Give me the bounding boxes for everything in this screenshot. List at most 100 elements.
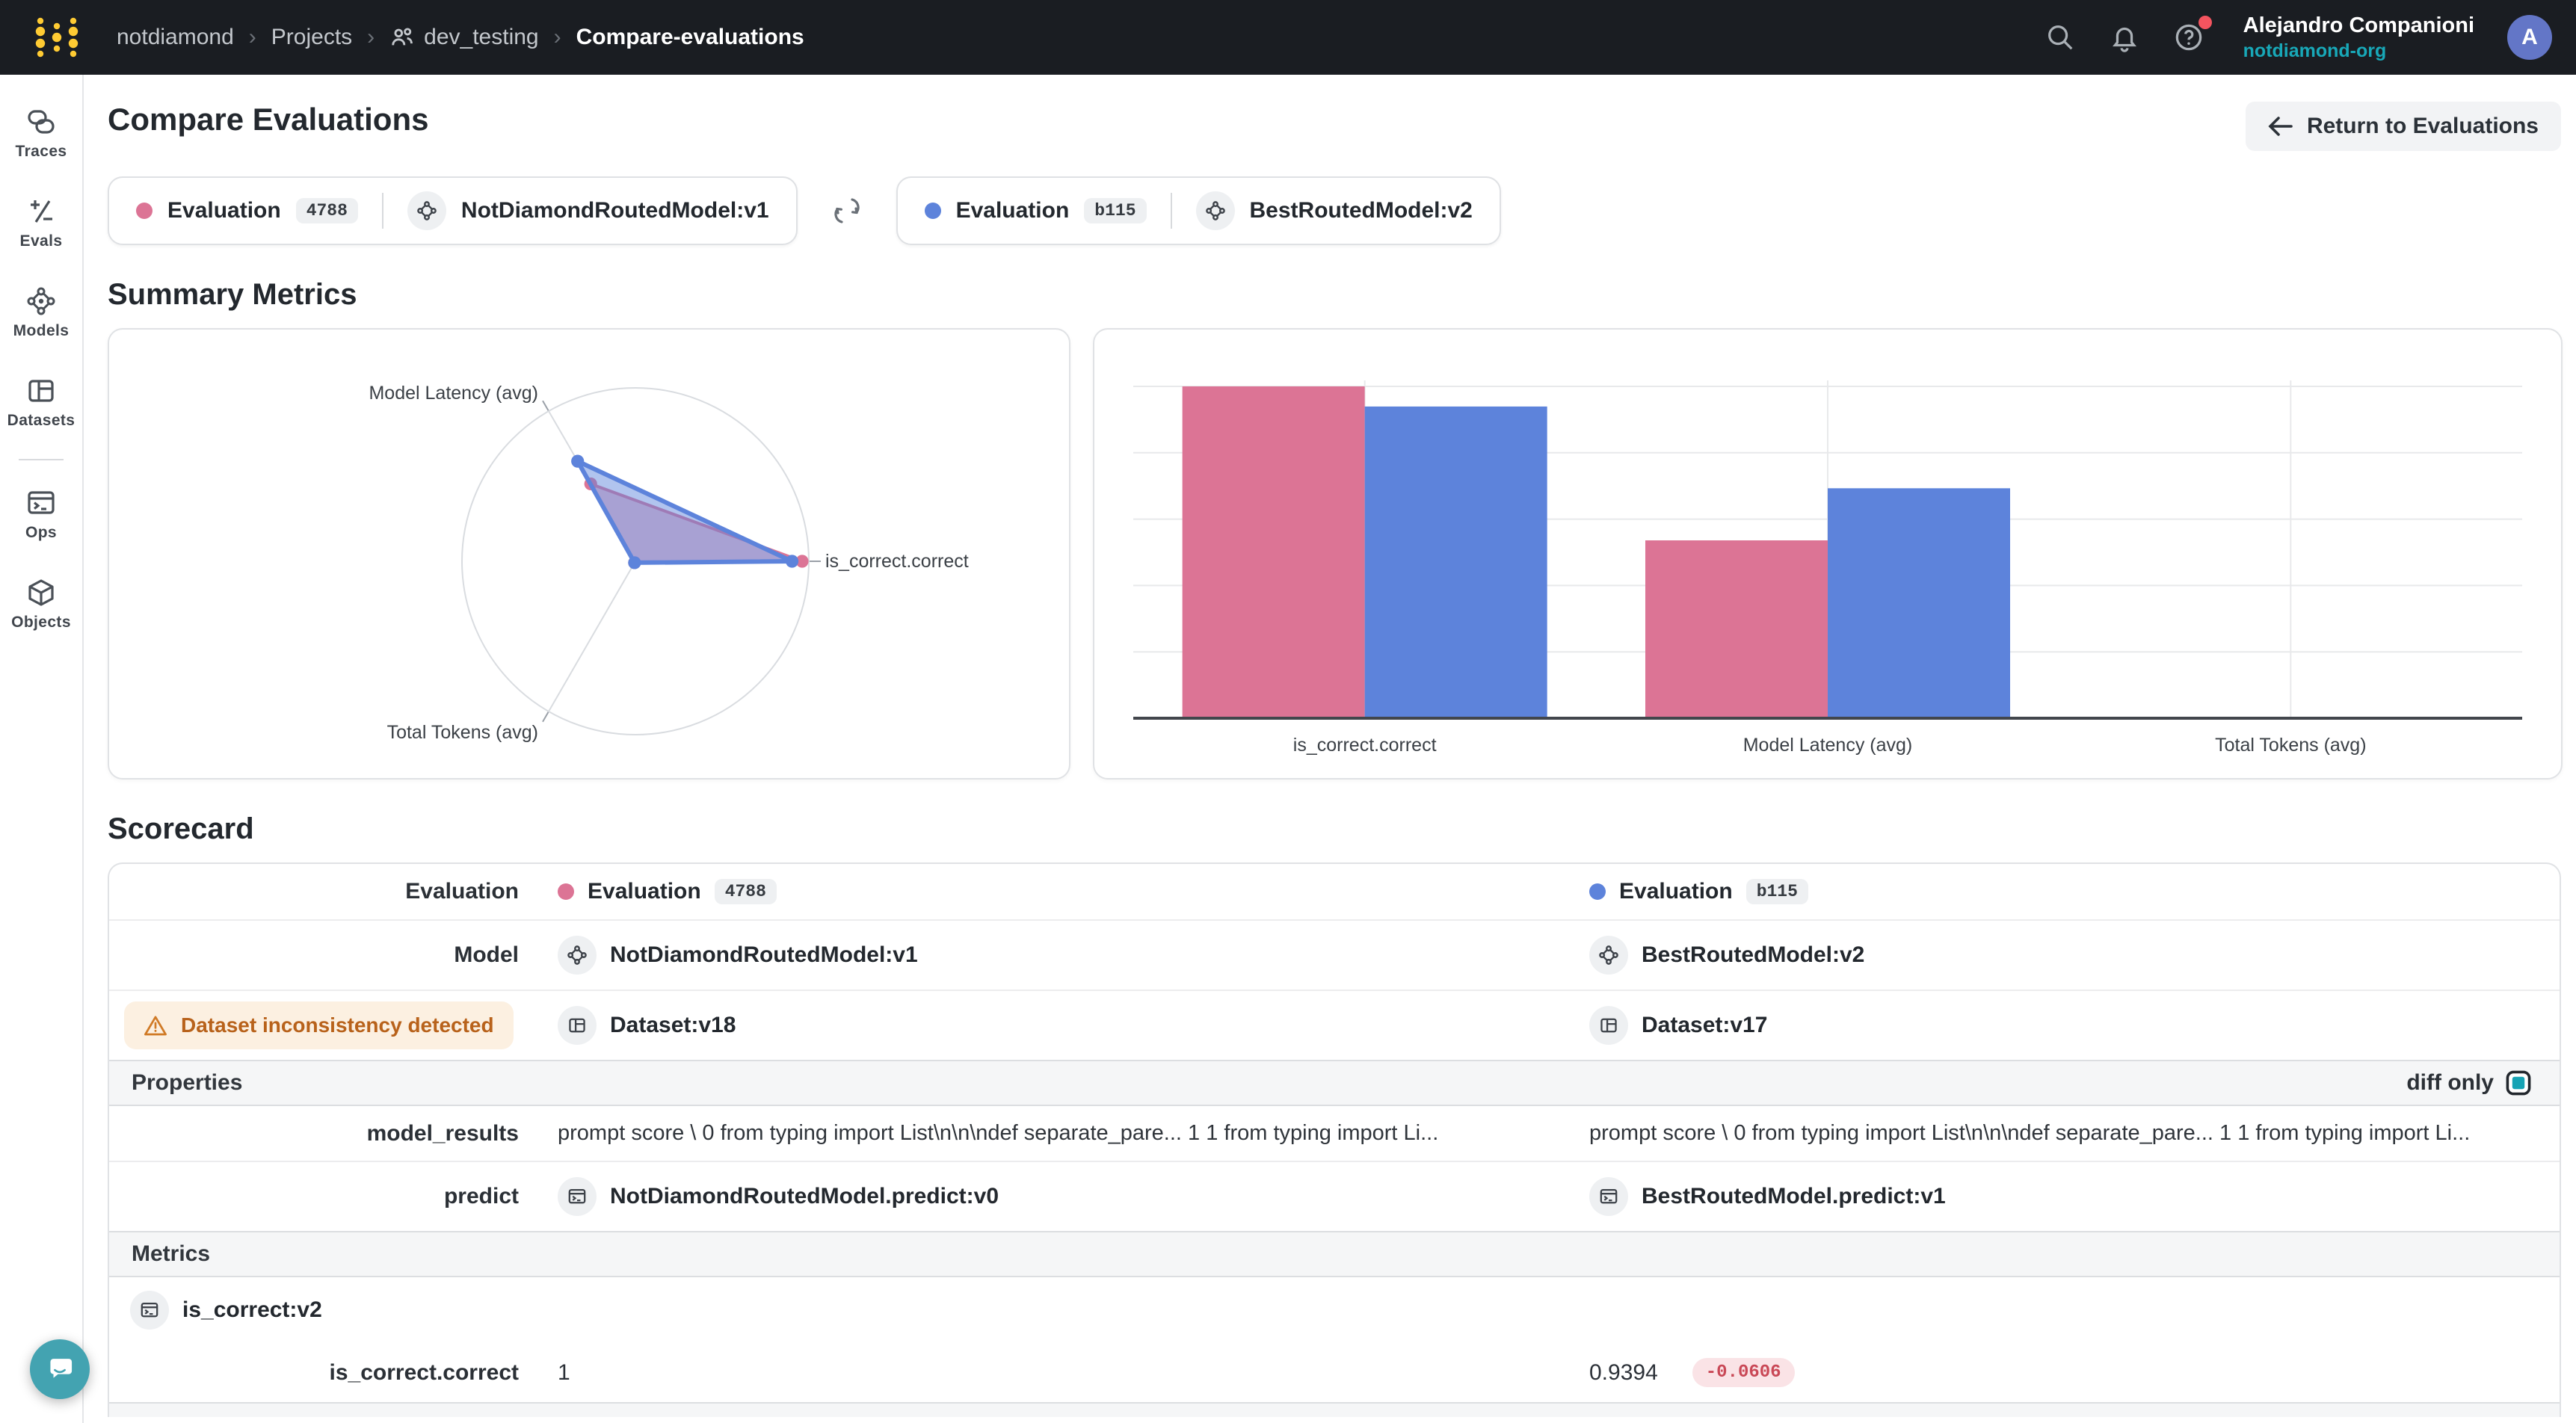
breadcrumb-current-page[interactable]: Compare-evaluations bbox=[576, 25, 804, 49]
svg-text:Model Latency (avg): Model Latency (avg) bbox=[1743, 735, 1913, 756]
op-icon bbox=[1589, 1177, 1628, 1216]
chat-support-button[interactable] bbox=[30, 1339, 90, 1399]
dataset-chip-left[interactable]: Dataset:v18 bbox=[558, 991, 1589, 1060]
properties-section-header: Properties diff only bbox=[109, 1060, 2560, 1106]
divider bbox=[381, 193, 383, 229]
sidebar-item-traces[interactable]: Traces bbox=[0, 93, 82, 173]
breadcrumb-separator: › bbox=[367, 25, 375, 49]
objects-icon bbox=[28, 579, 54, 606]
metrics-section-header: Metrics bbox=[109, 1231, 2560, 1277]
model-results-right: prompt score \ 0 from typing import List… bbox=[1589, 1121, 2471, 1145]
dataset-icon bbox=[558, 1006, 597, 1045]
eval-chip-left[interactable]: Evaluation 4788 bbox=[558, 864, 1589, 919]
row-label: predict bbox=[443, 1184, 519, 1209]
op-icon bbox=[558, 1177, 597, 1216]
left-sidebar: Traces Evals Models Datasets bbox=[0, 75, 84, 1423]
breadcrumb-org[interactable]: notdiamond bbox=[117, 25, 234, 49]
evaluation-card-left[interactable]: Evaluation 4788 NotDiamondRoutedModel:v1 bbox=[108, 176, 798, 245]
metric-op-row[interactable]: is_correct:v2 bbox=[109, 1277, 2560, 1343]
main-content: Compare Evaluations Return to Evaluation… bbox=[84, 75, 2576, 1423]
model-icon bbox=[558, 936, 597, 975]
table-row-evaluation: Evaluation Evaluation 4788 Evaluation b1… bbox=[109, 864, 2560, 919]
sidebar-label: Objects bbox=[11, 614, 71, 631]
eval-color-dot bbox=[1589, 883, 1606, 900]
team-icon bbox=[392, 28, 413, 46]
swap-evaluations-icon[interactable] bbox=[831, 194, 863, 227]
navbar-actions: Alejandro Companioni notdiamond-org A bbox=[2045, 12, 2552, 63]
scorecard-title: Scorecard bbox=[108, 812, 254, 845]
search-icon[interactable] bbox=[2045, 22, 2076, 53]
divider bbox=[1170, 193, 1172, 229]
op-icon bbox=[130, 1291, 169, 1330]
user-menu[interactable]: Alejandro Companioni notdiamond-org bbox=[2243, 12, 2474, 63]
model-name: BestRoutedModel:v2 bbox=[1249, 198, 1473, 223]
sidebar-label: Traces bbox=[15, 143, 67, 160]
avatar[interactable]: A bbox=[2507, 15, 2552, 60]
section-title: Metrics bbox=[132, 1241, 211, 1266]
page-title: Compare Evaluations bbox=[108, 102, 429, 137]
section-title: Properties bbox=[132, 1070, 243, 1095]
table-row-dataset: Dataset inconsistency detected Dataset:v… bbox=[109, 990, 2560, 1060]
eval-id-badge: 4788 bbox=[295, 198, 358, 223]
breadcrumb: notdiamond › Projects › dev_testing › Co… bbox=[117, 25, 804, 50]
table-row-metric-value: is_correct.correct 1 0.9394 -0.0606 bbox=[109, 1343, 2560, 1402]
diff-only-checkbox[interactable] bbox=[2506, 1070, 2531, 1096]
sidebar-item-models[interactable]: Models bbox=[0, 272, 82, 353]
sidebar-label: Ops bbox=[25, 524, 58, 541]
sidebar-item-evals[interactable]: Evals bbox=[0, 182, 82, 263]
op-name: BestRoutedModel.predict:v1 bbox=[1642, 1184, 1946, 1209]
eval-color-dot bbox=[924, 203, 941, 219]
model-chip-left[interactable]: NotDiamondRoutedModel:v1 bbox=[558, 921, 1589, 990]
diff-only-label: diff only bbox=[2406, 1070, 2494, 1095]
predict-op-left[interactable]: NotDiamondRoutedModel.predict:v0 bbox=[558, 1162, 1589, 1231]
eval-color-dot bbox=[558, 883, 574, 900]
sidebar-item-ops[interactable]: Ops bbox=[0, 474, 82, 555]
sidebar-divider bbox=[19, 459, 64, 460]
sidebar-item-datasets[interactable]: Datasets bbox=[0, 362, 82, 442]
bell-icon[interactable] bbox=[2109, 22, 2140, 53]
eval-id-badge: 4788 bbox=[714, 879, 777, 904]
row-label: Model bbox=[454, 942, 519, 967]
bar-chart-panel: is_correct.correct Model Latency (avg) Tot… bbox=[1093, 328, 2563, 780]
metric-value-right: 0.9394 bbox=[1589, 1359, 1658, 1385]
model-name: NotDiamondRoutedModel:v1 bbox=[610, 942, 918, 967]
breadcrumb-project[interactable]: dev_testing bbox=[389, 25, 539, 50]
eval-label: Evaluation bbox=[167, 198, 281, 223]
op-name: NotDiamondRoutedModel.predict:v0 bbox=[610, 1184, 999, 1209]
eval-label: Evaluation bbox=[955, 198, 1070, 223]
row-label: model_results bbox=[366, 1120, 519, 1146]
eval-chip-right[interactable]: Evaluation b115 bbox=[1589, 864, 2560, 919]
table-row-model: Model NotDiamondRoutedModel:v1 BestRoute… bbox=[109, 919, 2560, 990]
sidebar-label: Datasets bbox=[7, 412, 76, 429]
model-name: NotDiamondRoutedModel:v1 bbox=[460, 198, 769, 223]
ops-icon bbox=[28, 491, 55, 514]
diff-only-toggle[interactable]: diff only bbox=[2406, 1070, 2531, 1096]
metric-delta-badge: -0.0606 bbox=[1692, 1358, 1795, 1387]
bar-chart: is_correct.correct Model Latency (avg) Tot… bbox=[1133, 380, 2522, 756]
row-label: Evaluation bbox=[405, 879, 519, 904]
eval-id-badge: b115 bbox=[1745, 879, 1808, 904]
user-org: notdiamond-org bbox=[2243, 40, 2387, 61]
breadcrumb-projects[interactable]: Projects bbox=[271, 25, 353, 49]
next-section-header-partial bbox=[109, 1402, 2560, 1417]
wandb-logo[interactable] bbox=[33, 15, 84, 60]
help-icon[interactable] bbox=[2173, 16, 2212, 53]
dataset-chip-right[interactable]: Dataset:v17 bbox=[1589, 991, 2560, 1060]
return-to-evaluations-button[interactable]: Return to Evaluations bbox=[2245, 102, 2561, 151]
table-row-predict: predict NotDiamondRoutedModel.predict:v0… bbox=[109, 1161, 2560, 1231]
breadcrumb-separator: › bbox=[248, 25, 256, 49]
breadcrumb-separator: › bbox=[553, 25, 561, 49]
warning-icon bbox=[144, 1016, 167, 1036]
dataset-icon bbox=[1589, 1006, 1628, 1045]
sidebar-item-objects[interactable]: Objects bbox=[0, 564, 82, 644]
dataset-name: Dataset:v17 bbox=[1642, 1013, 1768, 1037]
datasets-icon bbox=[28, 380, 54, 402]
user-name: Alejandro Companioni bbox=[2243, 13, 2474, 38]
predict-op-right[interactable]: BestRoutedModel.predict:v1 bbox=[1589, 1162, 2560, 1231]
model-chip-right[interactable]: BestRoutedModel:v2 bbox=[1589, 921, 2560, 990]
radar-chart-panel: is_correct.correct Model Latency (avg) Tot… bbox=[108, 328, 1070, 780]
model-icon bbox=[1195, 191, 1235, 230]
model-icon bbox=[407, 191, 446, 230]
sidebar-label: Evals bbox=[19, 232, 63, 250]
evaluation-card-right[interactable]: Evaluation b115 BestRoutedModel:v2 bbox=[896, 176, 1501, 245]
